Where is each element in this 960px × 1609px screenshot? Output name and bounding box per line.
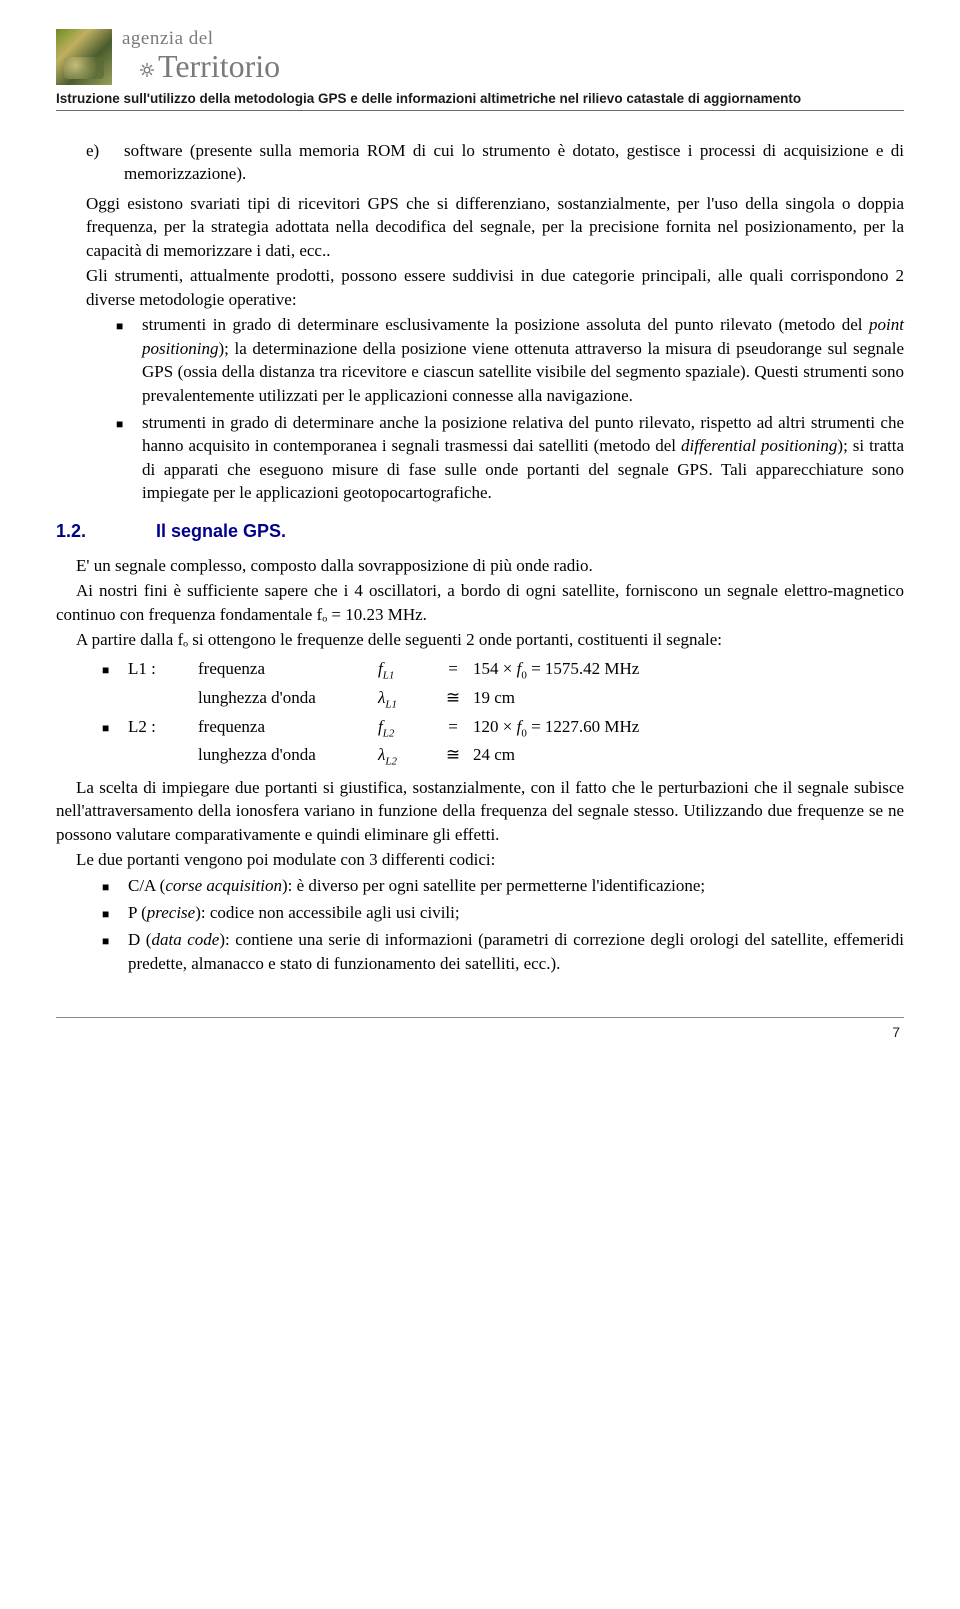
formula-symbol: λL2 <box>378 743 433 770</box>
paragraph: E' un segnale complesso, composto dalla … <box>56 554 904 577</box>
formula-qty: frequenza <box>198 715 378 738</box>
bullet-marker-spacer <box>102 698 128 703</box>
page-header: agenzia del Territorio <box>56 28 904 85</box>
page-footer: 7 <box>56 1017 904 1040</box>
sub: L2 <box>383 727 395 739</box>
list-text-e: software (presente sulla memoria ROM di … <box>124 139 904 186</box>
formula-value: 19 cm <box>473 686 904 709</box>
formula-value: 24 cm <box>473 743 904 766</box>
bullet-marker-icon: ■ <box>102 874 128 897</box>
text-run: ); la determinazione della posizione vie… <box>142 339 904 405</box>
text-italic: corse acquisition <box>165 876 282 895</box>
formula-symbol: λL1 <box>378 686 433 713</box>
formula-label: L2 : <box>128 715 198 738</box>
text-run: 120 × <box>473 717 517 736</box>
text-run: = 1227.60 MHz <box>527 717 640 736</box>
section-number: 1.2. <box>56 519 156 544</box>
bullet-item: ■ P (precise): codice non accessibile ag… <box>102 901 904 924</box>
formula-value: 120 × f0 = 1227.60 MHz <box>473 715 904 742</box>
formula-symbol: fL1 <box>378 657 433 684</box>
bullet-item: ■ strumenti in grado di determinare anch… <box>116 411 904 505</box>
agency-name-bottom-text: Territorio <box>158 48 280 84</box>
text-italic: data code <box>151 930 219 949</box>
bullet-text: strumenti in grado di determinare anche … <box>142 411 904 505</box>
formula-label: L1 : <box>128 657 198 680</box>
text-run: ): codice non accessibile agli usi civil… <box>195 903 459 922</box>
sub: L2 <box>385 756 397 768</box>
formula-eq: = <box>433 657 473 680</box>
formula-row-l2-freq: ■ L2 : frequenza fL2 = 120 × f0 = 1227.6… <box>102 715 904 742</box>
code-list: ■ C/A (corse acquisition): è diverso per… <box>102 874 904 976</box>
bullet-marker-icon: ■ <box>102 901 128 924</box>
formula-row-l2-wave: lunghezza d'onda λL2 ≅ 24 cm <box>102 743 904 770</box>
sub: L1 <box>385 698 397 710</box>
text-run: C/A ( <box>128 876 165 895</box>
page-number: 7 <box>892 1024 900 1040</box>
bullet-text: D (data code): contiene una serie di inf… <box>128 928 904 975</box>
formula-qty: frequenza <box>198 657 378 680</box>
formula-eq: = <box>433 715 473 738</box>
list-label-e: e) <box>86 139 124 186</box>
bullet-marker-icon: ■ <box>116 411 142 505</box>
formula-row-l1-freq: ■ L1 : frequenza fL1 = 154 × f0 = 1575.4… <box>102 657 904 684</box>
paragraph: La scelta di impiegare due portanti si g… <box>56 776 904 846</box>
text-run: D ( <box>128 930 151 949</box>
paragraph: Le due portanti vengono poi modulate con… <box>56 848 904 871</box>
section-title: Il segnale GPS. <box>156 519 286 544</box>
text-italic: differential positioning <box>681 436 837 455</box>
text-italic: precise <box>147 903 195 922</box>
bullet-item: ■ C/A (corse acquisition): è diverso per… <box>102 874 904 897</box>
bullet-item: ■ D (data code): contiene una serie di i… <box>102 928 904 975</box>
formula-value: 154 × f0 = 1575.42 MHz <box>473 657 904 684</box>
agency-name-bottom: Territorio <box>140 48 280 85</box>
paragraph: Gli strumenti, attualmente prodotti, pos… <box>86 264 904 311</box>
bullet-marker-icon: ■ <box>102 715 128 737</box>
bullet-text: P (precise): codice non accessibile agli… <box>128 901 460 924</box>
bullet-marker-icon: ■ <box>102 928 128 975</box>
formula-symbol: fL2 <box>378 715 433 742</box>
text-run: = 1575.42 MHz <box>527 659 640 678</box>
bullet-text: C/A (corse acquisition): è diverso per o… <box>128 874 705 897</box>
agency-logo <box>56 29 112 85</box>
formula-qty: lunghezza d'onda <box>198 686 378 709</box>
formula-eq: ≅ <box>433 743 473 766</box>
paragraph: A partire dalla fₒ si ottengono le frequ… <box>56 628 904 651</box>
text-run: ): contiene una serie di informazioni (p… <box>128 930 904 972</box>
bullet-text: strumenti in grado di determinare esclus… <box>142 313 904 407</box>
formula-row-l1-wave: lunghezza d'onda λL1 ≅ 19 cm <box>102 686 904 713</box>
text-run: 154 × <box>473 659 517 678</box>
body-content: e) software (presente sulla memoria ROM … <box>56 139 904 975</box>
formula-block: ■ L1 : frequenza fL1 = 154 × f0 = 1575.4… <box>102 657 904 769</box>
text-run: strumenti in grado di determinare esclus… <box>142 315 869 334</box>
list-item-e: e) software (presente sulla memoria ROM … <box>86 139 904 186</box>
paragraph: Ai nostri fini è sufficiente sapere che … <box>56 579 904 626</box>
text-run: ): è diverso per ogni satellite per perm… <box>282 876 705 895</box>
gear-icon <box>140 63 154 77</box>
agency-name: agenzia del Territorio <box>122 28 280 85</box>
bullet-list: ■ strumenti in grado di determinare escl… <box>116 313 904 505</box>
bullet-marker-spacer <box>102 755 128 760</box>
document-subtitle: Istruzione sull'utilizzo della metodolog… <box>56 91 904 111</box>
section-heading: 1.2. Il segnale GPS. <box>56 519 904 544</box>
sub: L1 <box>383 670 395 682</box>
formula-eq: ≅ <box>433 686 473 709</box>
text-run: P ( <box>128 903 147 922</box>
bullet-marker-icon: ■ <box>116 313 142 407</box>
bullet-item: ■ strumenti in grado di determinare escl… <box>116 313 904 407</box>
formula-qty: lunghezza d'onda <box>198 743 378 766</box>
agency-name-top: agenzia del <box>122 28 280 50</box>
bullet-marker-icon: ■ <box>102 657 128 679</box>
paragraph: Oggi esistono svariati tipi di ricevitor… <box>86 192 904 262</box>
